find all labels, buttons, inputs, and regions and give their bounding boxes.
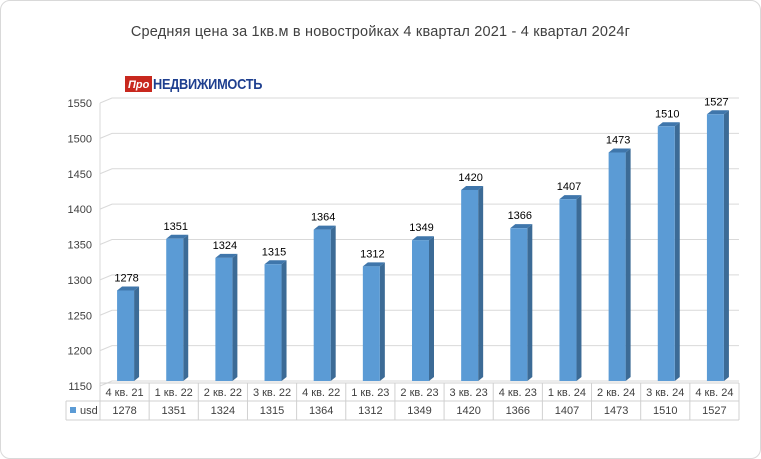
table-value: 1407	[555, 405, 579, 417]
bar-side	[478, 185, 484, 381]
bar	[608, 152, 626, 381]
table-value: 1366	[506, 405, 530, 417]
bar-top	[215, 253, 238, 258]
x-tick-label: 1 кв. 24	[548, 387, 586, 399]
x-tick-label: 3 кв. 22	[253, 387, 291, 399]
table-value: 1420	[456, 405, 480, 417]
y-tick-label: 1150	[68, 381, 92, 393]
chart-title: Средняя цена за 1кв.м в новостройках 4 к…	[130, 24, 631, 40]
data-label: 1278	[114, 272, 138, 284]
y-tick-label: 1400	[68, 204, 92, 216]
data-label: 1407	[557, 181, 581, 193]
bar	[461, 189, 479, 381]
bar-side	[379, 262, 385, 381]
logo-text: НЕДВИЖИМОСТЬ	[153, 75, 263, 93]
bar	[215, 257, 233, 381]
bar-side	[134, 286, 140, 381]
gridline	[99, 168, 739, 175]
y-tick-label: 1500	[68, 133, 92, 145]
x-tick-label: 4 кв. 21	[105, 387, 143, 399]
y-tick-label: 1200	[68, 346, 92, 358]
data-label: 1510	[655, 108, 679, 120]
data-label: 1473	[606, 134, 630, 146]
y-tick-label: 1350	[68, 240, 92, 252]
bar-top	[608, 148, 631, 153]
bar-side	[576, 195, 582, 381]
table-value: 1473	[604, 405, 628, 417]
bar-top	[166, 234, 189, 239]
bar-side	[625, 148, 631, 381]
bar	[117, 290, 135, 381]
table-value: 1324	[211, 405, 235, 417]
bar-side	[281, 260, 287, 381]
legend-key	[70, 407, 76, 413]
bar	[412, 240, 429, 381]
bar	[559, 199, 577, 381]
bar-top	[264, 260, 287, 265]
bar-top	[706, 110, 729, 115]
x-tick-label: 3 кв. 23	[450, 387, 488, 399]
x-tick-label: 1 кв. 22	[155, 387, 193, 399]
gridline	[99, 203, 739, 210]
y-tick-label: 1300	[68, 275, 92, 287]
bar-top	[117, 286, 140, 291]
bar-side	[232, 253, 238, 381]
gridline	[99, 97, 739, 104]
bar	[706, 114, 724, 382]
table-value: 1527	[702, 405, 726, 417]
x-tick-label: 4 кв. 23	[499, 387, 537, 399]
gridline	[99, 132, 739, 139]
bar	[264, 264, 282, 381]
bar	[657, 126, 675, 381]
bar-top	[313, 225, 336, 230]
data-label: 1366	[508, 210, 532, 222]
gridline	[99, 380, 739, 387]
x-tick-label: 4 кв. 24	[695, 387, 733, 399]
table-value: 1349	[407, 405, 431, 417]
logo-mark: Про	[125, 76, 153, 92]
table-value: 1315	[260, 405, 284, 417]
bar	[313, 229, 331, 381]
table-value: 1510	[653, 405, 677, 417]
bar-side	[429, 236, 434, 381]
x-tick-label: 2 кв. 23	[400, 387, 438, 399]
y-tick-label: 1550	[68, 98, 92, 110]
data-label: 1527	[704, 96, 728, 108]
bar-side	[723, 110, 729, 382]
bar-top	[657, 122, 680, 127]
bar-top	[559, 195, 582, 200]
bar-top	[461, 185, 484, 190]
x-tick-label: 2 кв. 22	[204, 387, 242, 399]
bar	[510, 228, 528, 381]
table-value: 1312	[358, 405, 382, 417]
bar-side	[330, 225, 336, 381]
x-tick-label: 1 кв. 23	[351, 387, 389, 399]
bar-top	[412, 236, 434, 241]
bar-side	[183, 234, 189, 381]
bar	[166, 238, 184, 381]
bar-side	[527, 224, 533, 381]
data-label: 1312	[360, 248, 384, 260]
bar-top	[510, 224, 533, 229]
x-tick-label: 2 кв. 24	[597, 387, 635, 399]
bar-side	[674, 122, 680, 382]
data-label: 1315	[262, 246, 286, 258]
bar	[362, 266, 380, 381]
legend-label: usd	[80, 405, 98, 417]
y-tick-label: 1250	[68, 310, 92, 322]
table-value: 1351	[161, 405, 185, 417]
data-label: 1351	[163, 221, 187, 233]
y-tick-label: 1450	[68, 169, 92, 181]
data-label: 1364	[311, 212, 335, 224]
table-value: 1278	[112, 405, 136, 417]
bar-top	[362, 262, 385, 267]
x-tick-label: 3 кв. 24	[646, 387, 684, 399]
data-label: 1420	[458, 172, 482, 184]
brand-logo: Про НЕДВИЖИМОСТЬ	[125, 75, 282, 93]
x-tick-label: 4 кв. 22	[302, 387, 340, 399]
data-label: 1349	[409, 222, 433, 234]
data-label: 1324	[213, 240, 237, 252]
table-value: 1364	[309, 405, 333, 417]
